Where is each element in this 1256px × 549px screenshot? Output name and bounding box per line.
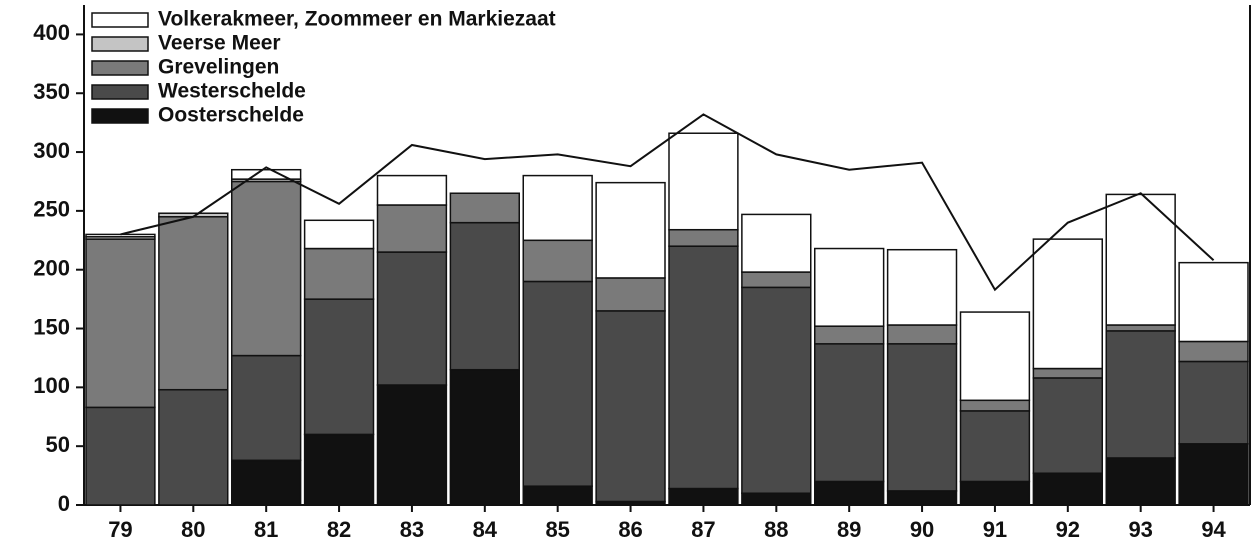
bar-segment bbox=[376, 174, 448, 206]
y-tick-label: 200 bbox=[33, 256, 70, 281]
x-tick-label: 91 bbox=[983, 517, 1007, 542]
bar-segment bbox=[303, 219, 375, 250]
bar-segment bbox=[1178, 261, 1249, 343]
bar-segment bbox=[959, 480, 1031, 506]
bar-segment bbox=[959, 410, 1031, 483]
bar-segment bbox=[1105, 324, 1176, 332]
x-tick-label: 79 bbox=[108, 517, 132, 542]
bar-segment bbox=[231, 459, 302, 506]
bar-segment bbox=[886, 324, 958, 345]
legend-swatch bbox=[91, 12, 149, 28]
x-tick-label: 88 bbox=[764, 517, 788, 542]
y-tick-label: 350 bbox=[33, 79, 70, 104]
bar-segment bbox=[1178, 443, 1249, 506]
bar-segment bbox=[303, 247, 375, 300]
bar-segment bbox=[376, 204, 448, 253]
bar-segment bbox=[814, 325, 885, 345]
bar-segment bbox=[522, 239, 593, 283]
x-tick-label: 93 bbox=[1128, 517, 1152, 542]
total-line bbox=[120, 113, 1215, 292]
bar-segment bbox=[814, 247, 885, 327]
y-tick-label: 300 bbox=[33, 138, 70, 163]
y-tick-label: 150 bbox=[33, 314, 70, 339]
bar-segment bbox=[741, 492, 812, 506]
legend-swatch bbox=[91, 84, 149, 100]
bar-segment bbox=[85, 238, 156, 409]
legend-label: Westerschelde bbox=[158, 80, 306, 103]
bar-segment bbox=[303, 433, 375, 506]
bar-segment bbox=[886, 343, 958, 492]
x-tick-label: 80 bbox=[181, 517, 205, 542]
bar-segment bbox=[522, 280, 593, 487]
bar-segment bbox=[668, 228, 739, 247]
y-tick-label: 400 bbox=[33, 20, 70, 45]
x-tick-label: 85 bbox=[545, 517, 569, 542]
bar-segment bbox=[158, 216, 229, 391]
bar-segment bbox=[231, 168, 302, 180]
bar-segment bbox=[814, 343, 885, 483]
bar-segment bbox=[1105, 193, 1176, 326]
bar-segment bbox=[85, 233, 156, 238]
bar-segment bbox=[1032, 367, 1103, 379]
legend-swatch bbox=[91, 60, 149, 76]
bar-segment bbox=[449, 192, 520, 224]
bar-segment bbox=[85, 406, 156, 506]
bar-segment bbox=[1032, 238, 1103, 370]
bar-segment bbox=[158, 388, 229, 506]
bar-segment bbox=[595, 181, 666, 279]
y-tick-label: 50 bbox=[46, 432, 70, 457]
bar-segment bbox=[376, 384, 448, 506]
x-tick-label: 84 bbox=[473, 517, 498, 542]
bar-segment bbox=[668, 132, 739, 231]
bar-segment bbox=[449, 221, 520, 371]
bar-segment bbox=[1105, 330, 1176, 459]
x-tick-label: 83 bbox=[400, 517, 424, 542]
bar-segment bbox=[1105, 457, 1176, 506]
x-tick-label: 90 bbox=[910, 517, 934, 542]
legend-label: Volkerakmeer, Zoommeer en Markiezaat bbox=[158, 8, 556, 31]
bar-segment bbox=[522, 174, 593, 242]
legend-swatch bbox=[91, 36, 149, 52]
legend-label: Grevelingen bbox=[158, 56, 279, 79]
bar-segment bbox=[1032, 377, 1103, 474]
bar-segment bbox=[959, 311, 1031, 402]
bar-segment bbox=[595, 277, 666, 312]
legend-label: Veerse Meer bbox=[158, 32, 281, 55]
bar-segment bbox=[449, 368, 520, 506]
y-tick-label: 100 bbox=[33, 373, 70, 398]
y-tick-label: 0 bbox=[58, 491, 70, 516]
bar-segment bbox=[303, 298, 375, 436]
bar-segment bbox=[959, 399, 1031, 412]
y-tick-label: 250 bbox=[33, 197, 70, 222]
bar-segment bbox=[595, 310, 666, 503]
x-tick-label: 94 bbox=[1201, 517, 1226, 542]
bar-segment bbox=[741, 213, 812, 273]
bar-segment bbox=[376, 251, 448, 386]
bar-segment bbox=[741, 271, 812, 289]
x-tick-label: 82 bbox=[327, 517, 351, 542]
x-tick-label: 81 bbox=[254, 517, 278, 542]
x-tick-label: 89 bbox=[837, 517, 861, 542]
bar-segment bbox=[231, 180, 302, 357]
bar-segment bbox=[1178, 360, 1249, 445]
x-tick-label: 86 bbox=[618, 517, 642, 542]
bar-segment bbox=[668, 487, 739, 506]
x-tick-label: 92 bbox=[1056, 517, 1080, 542]
legend-label: Oosterschelde bbox=[158, 104, 304, 127]
bar-segment bbox=[814, 480, 885, 506]
legend-swatch bbox=[91, 108, 149, 124]
bar-segment bbox=[522, 485, 593, 506]
bar-segment bbox=[1032, 472, 1103, 506]
bar-segment bbox=[231, 354, 302, 462]
bar-segment bbox=[886, 490, 958, 506]
bar-segment bbox=[1178, 340, 1249, 363]
bar-segment bbox=[668, 245, 739, 490]
bar-segment bbox=[886, 248, 958, 326]
bar-segment bbox=[741, 286, 812, 494]
x-tick-label: 87 bbox=[691, 517, 715, 542]
